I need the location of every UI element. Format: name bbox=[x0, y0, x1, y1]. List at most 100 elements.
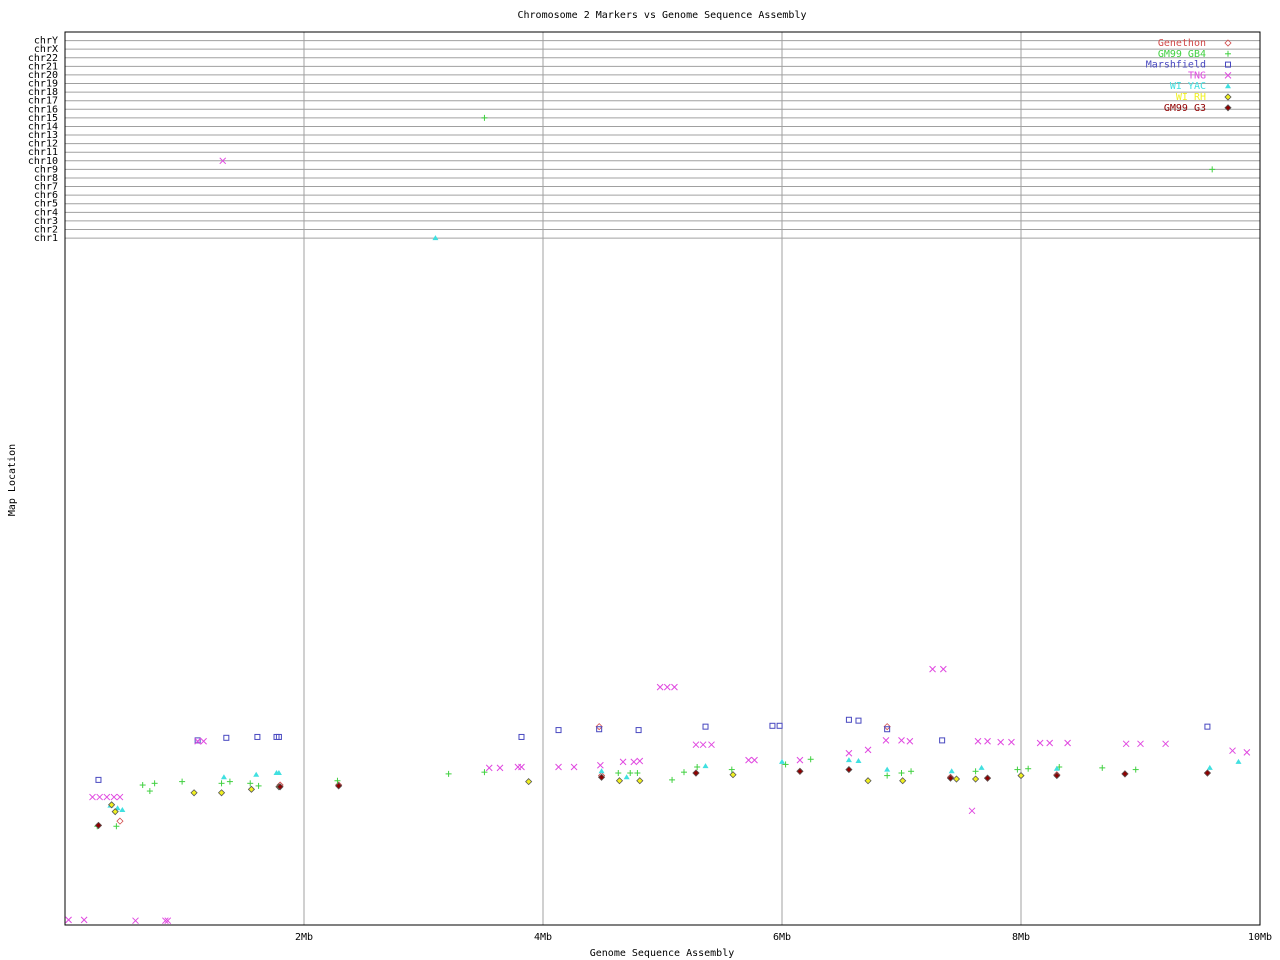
point bbox=[194, 737, 201, 744]
point bbox=[1209, 166, 1216, 173]
point bbox=[445, 770, 452, 777]
point-stroke bbox=[116, 793, 124, 801]
point bbox=[119, 806, 126, 812]
point bbox=[481, 769, 488, 776]
point bbox=[782, 761, 789, 768]
point bbox=[570, 763, 578, 771]
point bbox=[635, 727, 642, 734]
point-stroke bbox=[219, 157, 227, 165]
y-tick-label: chr19 bbox=[28, 79, 58, 90]
point bbox=[220, 774, 227, 780]
point bbox=[275, 770, 282, 776]
y-tick-label: chr22 bbox=[28, 53, 58, 64]
point bbox=[217, 789, 226, 797]
point bbox=[929, 665, 936, 673]
legend-marker bbox=[1224, 39, 1232, 47]
legend-marker bbox=[1225, 83, 1231, 89]
y-tick-label: chr14 bbox=[28, 121, 58, 132]
point bbox=[555, 763, 562, 771]
point bbox=[596, 726, 603, 733]
point bbox=[518, 763, 525, 771]
y-tick-label: chr8 bbox=[34, 173, 58, 184]
point bbox=[179, 778, 186, 785]
point-stroke bbox=[555, 763, 562, 771]
y-tick-label: chr10 bbox=[28, 156, 58, 167]
point bbox=[247, 780, 254, 787]
point bbox=[190, 789, 198, 797]
point-stroke bbox=[496, 764, 504, 772]
point bbox=[275, 733, 282, 740]
point bbox=[1053, 772, 1061, 780]
point bbox=[968, 807, 976, 815]
point bbox=[108, 801, 116, 809]
point bbox=[1243, 749, 1251, 756]
point bbox=[1203, 769, 1211, 777]
point bbox=[219, 157, 227, 165]
point bbox=[432, 235, 439, 241]
point bbox=[855, 757, 862, 763]
point bbox=[80, 916, 88, 924]
point bbox=[139, 782, 146, 789]
point-stroke bbox=[1008, 738, 1015, 746]
y-tick-label: chrX bbox=[34, 44, 58, 55]
point bbox=[906, 737, 914, 745]
point bbox=[1132, 766, 1139, 773]
point bbox=[952, 775, 961, 783]
point bbox=[111, 808, 119, 816]
point-stroke bbox=[692, 741, 700, 749]
point-stroke bbox=[636, 757, 644, 765]
point bbox=[1122, 740, 1130, 748]
point bbox=[254, 733, 261, 740]
legend-label: WI RH bbox=[1176, 92, 1206, 103]
point bbox=[636, 757, 644, 765]
point bbox=[116, 817, 124, 825]
point bbox=[1017, 772, 1025, 780]
point bbox=[132, 917, 139, 925]
x-tick-label: 10Mb bbox=[1248, 932, 1272, 943]
chart-title: Chromosome 2 Markers vs Genome Sequence … bbox=[518, 10, 807, 21]
x-tick-label: 4Mb bbox=[534, 932, 552, 943]
point bbox=[481, 114, 488, 121]
point bbox=[1229, 747, 1236, 755]
point bbox=[1046, 739, 1054, 747]
point bbox=[864, 746, 872, 754]
legend-marker bbox=[1224, 93, 1232, 101]
point bbox=[972, 775, 980, 783]
point bbox=[845, 757, 852, 763]
legend-label: TNG bbox=[1188, 70, 1206, 81]
y-tick-label: chr9 bbox=[34, 164, 58, 175]
point bbox=[694, 764, 701, 771]
point bbox=[883, 723, 891, 731]
legend-marker bbox=[1225, 61, 1231, 68]
point bbox=[200, 737, 207, 745]
point bbox=[898, 770, 905, 777]
legend-marker bbox=[1225, 50, 1231, 57]
point bbox=[997, 738, 1005, 746]
y-tick-label: chrY bbox=[34, 36, 58, 47]
point bbox=[845, 766, 853, 774]
point bbox=[884, 726, 891, 733]
point bbox=[972, 768, 979, 775]
point bbox=[597, 773, 606, 781]
point bbox=[334, 777, 341, 784]
point bbox=[984, 737, 991, 745]
point bbox=[1206, 764, 1213, 770]
point bbox=[796, 756, 804, 764]
point bbox=[948, 768, 955, 774]
point-stroke bbox=[132, 917, 139, 925]
point bbox=[692, 769, 700, 777]
point-stroke bbox=[597, 761, 604, 769]
point-stroke bbox=[518, 763, 525, 771]
y-tick-label: chr18 bbox=[28, 87, 58, 98]
point bbox=[110, 793, 118, 801]
point bbox=[974, 737, 982, 745]
point bbox=[807, 756, 814, 763]
point-stroke bbox=[671, 683, 678, 691]
point-stroke bbox=[1036, 739, 1044, 747]
point bbox=[671, 683, 678, 691]
point-stroke bbox=[929, 665, 936, 673]
point-stroke bbox=[65, 916, 72, 924]
x-tick-label: 2Mb bbox=[295, 932, 313, 943]
legend-label: GM99 GB4 bbox=[1158, 49, 1206, 60]
point bbox=[692, 741, 700, 749]
